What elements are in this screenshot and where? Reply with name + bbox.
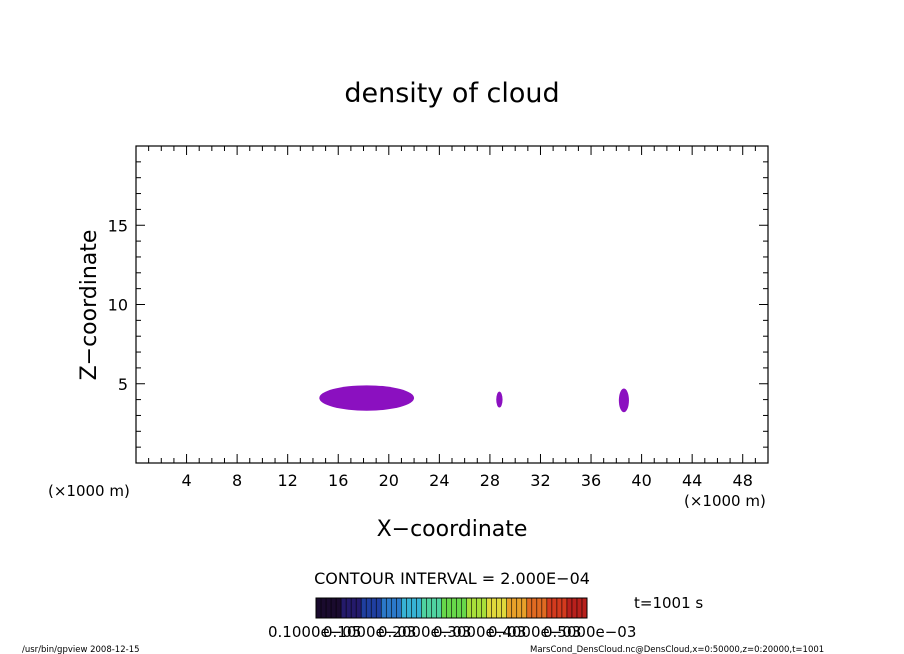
colorbar-cell [366, 598, 372, 618]
colorbar-cell [361, 598, 367, 618]
x-tick-label: 44 [682, 471, 702, 490]
colorbar-cell [466, 598, 473, 618]
x-tick-label: 20 [379, 471, 399, 490]
colorbar-cell [546, 598, 553, 618]
colorbar-cell [386, 598, 392, 618]
colorbar-tick-label: 0.2000e−03 [378, 623, 471, 641]
x-tick-label: 24 [429, 471, 449, 490]
colorbar-tick-label: 0.5000e−03 [543, 623, 636, 641]
x-axis-label: X−coordinate [377, 517, 528, 542]
colorbar-cell [351, 598, 357, 618]
colorbar-cell [331, 598, 337, 618]
cloud-layer [319, 385, 629, 413]
x-tick-label: 16 [328, 471, 348, 490]
colorbar-cell [356, 598, 362, 618]
colorbar-cell [496, 598, 503, 618]
y-axis-label: Z−coordinate [77, 230, 102, 381]
x-tick-label: 48 [733, 471, 753, 490]
colorbar-cell [441, 598, 447, 618]
colorbar-tick-label: 0.1000e−05 [268, 623, 361, 641]
colorbar-cell [476, 598, 483, 618]
colorbar-cell [511, 598, 518, 618]
colorbar-cell [426, 598, 432, 618]
colorbar-cell [461, 598, 468, 618]
x-tick-label: 28 [480, 471, 500, 490]
colorbar-cell [481, 598, 488, 618]
colorbar-labels: 0.1000e−050.1000e−030.2000e−030.3000e−03… [268, 623, 636, 641]
colorbar-cell [321, 598, 327, 618]
colorbar-cell [576, 598, 583, 618]
colorbar-cell [431, 598, 437, 618]
colorbar-cell [506, 598, 513, 618]
x-tick-label: 4 [181, 471, 191, 490]
chart-title: density of cloud [344, 78, 559, 109]
colorbar-cell [316, 598, 322, 618]
colorbar-cell [381, 598, 387, 618]
colorbar-cell [571, 598, 578, 618]
x-unit-right: (×1000 m) [684, 492, 766, 510]
colorbar-cell [536, 598, 543, 618]
colorbar-cell [376, 598, 382, 618]
time-label: t=1001 s [634, 594, 703, 612]
colorbar-cell [561, 598, 568, 618]
colorbar-tick-label: 0.1000e−03 [323, 623, 416, 641]
colorbar-tick-label: 0.4000e−03 [488, 623, 581, 641]
colorbar-cell [456, 598, 463, 618]
y-tick-label: 15 [108, 216, 128, 235]
plot-frame [135, 145, 769, 464]
colorbar-cell [401, 598, 407, 618]
x-tick-label: 8 [232, 471, 242, 490]
colorbar-cell [336, 598, 342, 618]
colorbar-cell [491, 598, 498, 618]
colorbar-cell [531, 598, 538, 618]
y-tick-label: 10 [108, 296, 128, 315]
footer-right: MarsCond_DensCloud.nc@DensCloud,x=0:5000… [530, 645, 824, 654]
colorbar-cell [526, 598, 533, 618]
cloud-region [319, 385, 415, 411]
y-tick-label: 5 [118, 375, 128, 394]
colorbar-cell [346, 598, 352, 618]
colorbar-cell [556, 598, 563, 618]
colorbar-cell [551, 598, 558, 618]
colorbar-cell [516, 598, 523, 618]
x-tick-label: 12 [278, 471, 298, 490]
colorbar-cell [406, 598, 412, 618]
colorbar-cell [421, 598, 427, 618]
colorbar-cell [566, 598, 573, 618]
colorbar-tick-label: 0.3000e−03 [433, 623, 526, 641]
colorbar [315, 597, 588, 619]
colorbar-cell [391, 598, 397, 618]
colorbar-cell [416, 598, 422, 618]
x-tick-label: 32 [530, 471, 550, 490]
cloud-region [496, 391, 503, 408]
x-tick-label: 36 [581, 471, 601, 490]
colorbar-cell [486, 598, 493, 618]
colorbar-cell [411, 598, 417, 618]
contour-interval: CONTOUR INTERVAL = 2.000E−04 [314, 569, 590, 588]
colorbar-cell [446, 598, 452, 618]
colorbar-cell [451, 598, 458, 618]
colorbar-cell [396, 598, 402, 618]
colorbar-cell [436, 598, 442, 618]
colorbar-cell [501, 598, 508, 618]
colorbar-cell [326, 598, 332, 618]
x-unit-left: (×1000 m) [48, 482, 130, 500]
colorbar-cell [471, 598, 478, 618]
colorbar-cell [341, 598, 347, 618]
cloud-region [618, 388, 629, 413]
colorbar-frame [315, 597, 588, 619]
colorbar-cell [371, 598, 377, 618]
colorbar-cell [541, 598, 548, 618]
x-tick-label: 40 [631, 471, 651, 490]
footer-left: /usr/bin/gpview 2008-12-15 [22, 645, 140, 654]
colorbar-cell [521, 598, 528, 618]
colorbar-cell [581, 598, 588, 618]
